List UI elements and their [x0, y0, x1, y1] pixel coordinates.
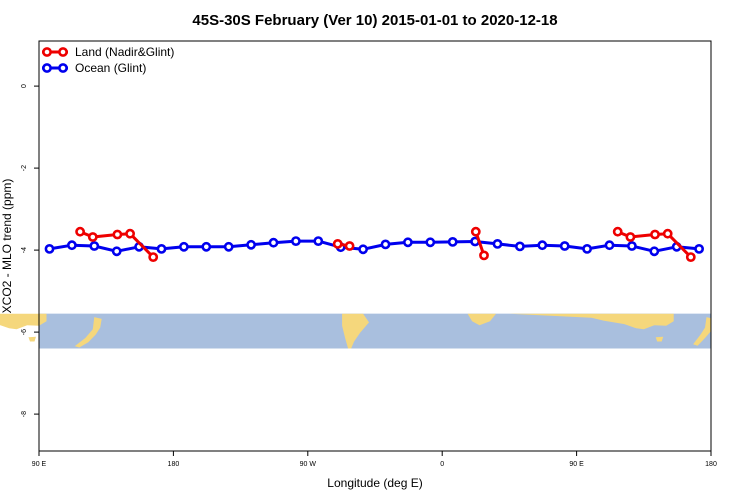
data-point	[604, 240, 615, 251]
data-point	[650, 229, 660, 240]
legend-marker	[58, 63, 68, 73]
data-point	[112, 229, 123, 240]
x-tick-label: 90 E	[569, 461, 584, 468]
data-point	[470, 226, 481, 237]
new-zealand-land	[74, 317, 102, 348]
chart-title: 45S-30S February (Ver 10) 2015-01-01 to …	[192, 12, 557, 29]
y-tick-label: -4	[21, 247, 28, 253]
data-point	[87, 232, 98, 242]
data-point	[125, 228, 136, 239]
data-point	[537, 240, 548, 251]
tasmania-land	[28, 336, 36, 342]
series-layer	[44, 226, 704, 262]
y-tick-label: 0	[21, 84, 28, 88]
x-tick-label: 180	[705, 461, 717, 468]
x-tick-label: 180	[168, 461, 180, 468]
map-band	[0, 313, 711, 349]
tasmania-land-repeat	[655, 336, 664, 342]
land-shapes	[0, 313, 711, 349]
legend-label: Land (Nadir&Glint)	[75, 45, 174, 59]
y-tick-label: -2	[21, 165, 28, 171]
data-point	[582, 243, 592, 254]
data-point	[332, 238, 343, 249]
data-point	[380, 239, 391, 250]
data-point	[559, 241, 570, 251]
data-point	[402, 237, 413, 248]
data-point	[148, 252, 159, 262]
data-point	[44, 243, 55, 254]
data-point	[344, 241, 355, 251]
data-point	[662, 228, 673, 239]
data-point	[111, 246, 122, 257]
new-zealand-land-repeat	[693, 317, 711, 346]
data-point	[313, 236, 324, 246]
australia-land-repeat	[509, 313, 674, 330]
data-point	[447, 236, 458, 247]
x-tick-label: 90 W	[300, 461, 317, 468]
legend-label: Ocean (Glint)	[75, 61, 146, 75]
data-point	[268, 237, 279, 248]
plot-frame	[38, 40, 712, 452]
data-point	[201, 241, 212, 252]
legend-marker	[42, 47, 52, 57]
x-tick-label: 0	[440, 461, 444, 468]
data-point	[685, 252, 696, 262]
data-point	[67, 240, 77, 251]
data-point	[246, 239, 256, 250]
data-point	[627, 241, 637, 251]
data-point	[156, 243, 167, 254]
data-point	[290, 236, 301, 246]
data-point	[515, 241, 525, 252]
data-point	[492, 238, 503, 249]
data-point	[178, 241, 189, 252]
legend-marker	[58, 47, 68, 57]
australia-land	[0, 313, 47, 330]
x-axis-ticks: 90 E 180 90 W 0 90 E 180	[32, 451, 717, 468]
data-point	[612, 226, 623, 237]
legend: Land (Nadir&Glint) Ocean (Glint)	[42, 45, 174, 75]
data-point	[425, 237, 436, 248]
x-axis-title: Longitude (deg E)	[327, 476, 422, 490]
y-axis-title: XCO2 - MLO trend (ppm)	[0, 179, 14, 314]
y-axis-ticks: 0 -2 -4 -6 -8	[21, 84, 39, 417]
y-tick-label: -8	[21, 411, 28, 417]
x-tick-label: 90 E	[32, 461, 47, 468]
data-point	[358, 244, 368, 255]
series-ocean	[44, 236, 704, 257]
y-tick-label: -6	[21, 329, 28, 335]
data-point	[479, 250, 489, 261]
data-point	[89, 241, 100, 251]
data-point	[75, 226, 85, 237]
data-point	[223, 241, 234, 252]
south-america-land	[342, 313, 369, 349]
data-point	[649, 246, 660, 257]
data-point	[625, 232, 636, 242]
legend-marker	[42, 63, 52, 73]
africa-land	[467, 313, 496, 326]
data-point	[694, 243, 704, 254]
series-land	[75, 226, 696, 262]
